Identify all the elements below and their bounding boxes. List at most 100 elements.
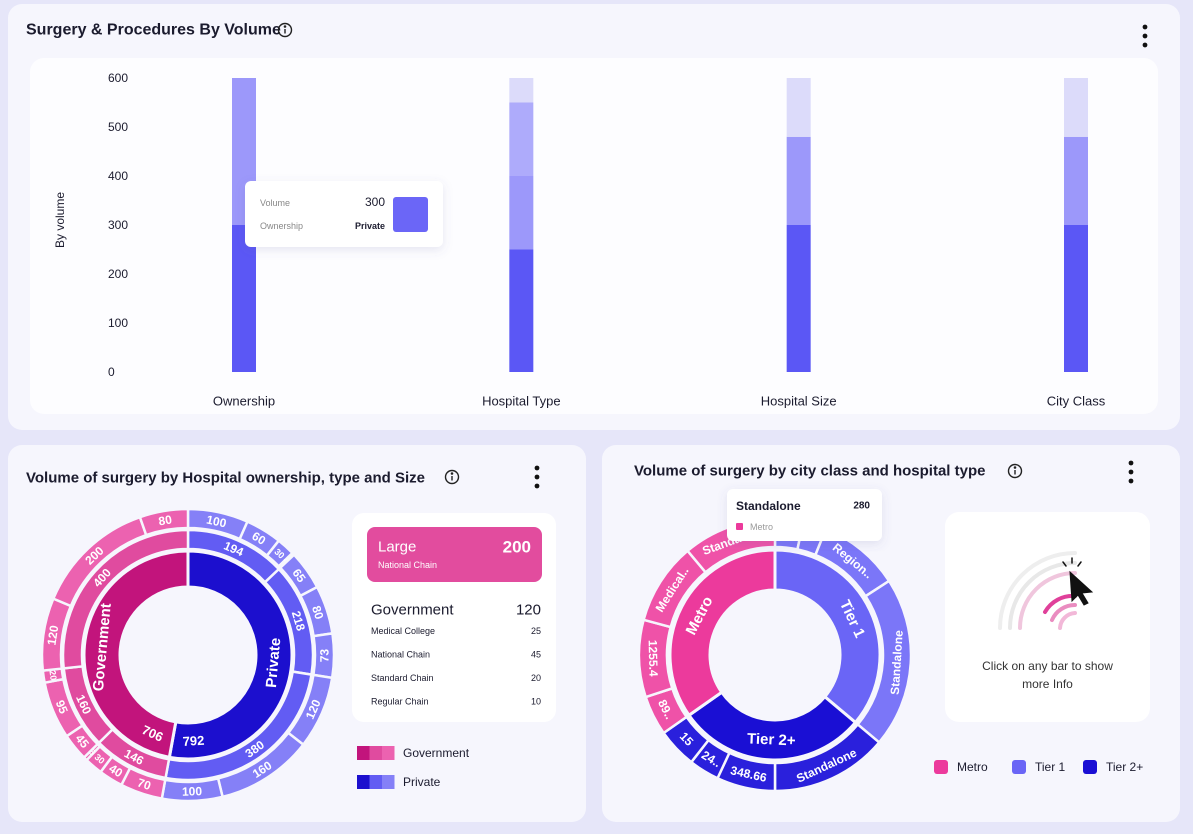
segment-label: 73 xyxy=(317,649,331,663)
detail-name: Large xyxy=(378,539,416,556)
plot-area xyxy=(30,58,1158,414)
y-tick-label: 200 xyxy=(108,267,128,281)
tooltip-name: Standalone xyxy=(736,499,801,513)
detail-value: 200 xyxy=(503,538,531,557)
legend xyxy=(357,746,395,789)
arc[interactable] xyxy=(167,549,294,761)
segment-label: 100 xyxy=(182,784,203,799)
panel-title: Surgery & Procedures By Volume xyxy=(26,22,281,39)
legend-swatch xyxy=(382,775,395,789)
tooltip-value: Private xyxy=(355,221,385,231)
hint-icon xyxy=(998,551,1094,630)
y-tick-label: 600 xyxy=(108,71,128,85)
segment-label: 120 xyxy=(45,624,62,646)
y-tick-label: 400 xyxy=(108,169,128,183)
segment-label: 1255.4 xyxy=(646,640,661,677)
segment-label: 95 xyxy=(53,698,71,716)
arc[interactable] xyxy=(686,690,858,762)
segment-label: Tier 2+ xyxy=(747,730,796,749)
legend-swatch xyxy=(1012,760,1026,774)
row-name: National Chain xyxy=(371,650,430,660)
legend-swatch xyxy=(934,760,948,774)
legend-swatch xyxy=(357,746,370,760)
info-icon[interactable] xyxy=(1007,463,1023,479)
y-tick-label: 500 xyxy=(108,120,128,134)
row-value: 10 xyxy=(531,697,541,707)
hint: Click on any bar to show more Info xyxy=(982,659,1113,691)
arc[interactable] xyxy=(61,528,190,670)
hint-card xyxy=(945,512,1150,722)
kebab-menu[interactable] xyxy=(534,465,540,489)
legend-label: Tier 1 xyxy=(1035,760,1066,774)
kebab-menu[interactable] xyxy=(1142,24,1148,48)
arc[interactable] xyxy=(773,548,882,725)
legend-label: Metro xyxy=(957,760,988,774)
detail-rows: Medical College 25 National Chain 45 Standar… xyxy=(371,626,541,707)
legend-swatch xyxy=(369,775,382,789)
segment-label: 100 xyxy=(205,513,228,531)
x-tick-label: Hospital Size xyxy=(761,394,837,409)
bar-segment[interactable] xyxy=(232,225,256,372)
legend-swatch xyxy=(1083,760,1097,774)
y-tick-label: 100 xyxy=(108,316,128,330)
bar-segment[interactable] xyxy=(786,225,811,372)
row-name: Medical College xyxy=(371,626,435,636)
y-tick-label: 0 xyxy=(108,365,115,379)
detail-header xyxy=(367,527,542,582)
legend-swatch xyxy=(382,746,395,760)
sunburst: Private792194100603042186580733801201601… xyxy=(40,507,336,803)
segment-label: 60 xyxy=(249,529,268,548)
row-value: 20 xyxy=(531,673,541,683)
kebab-menu[interactable] xyxy=(1128,460,1134,484)
legend-label: Tier 2+ xyxy=(1106,760,1143,774)
segment-label: Standalone xyxy=(888,629,906,695)
panel-title: Volume of surgery by Hospital ownership,… xyxy=(26,470,425,487)
info-icon[interactable] xyxy=(444,469,460,485)
segment-label: Private xyxy=(263,637,284,688)
segment-label: 30 xyxy=(93,752,107,766)
legend-label: Private xyxy=(403,775,441,789)
y-tick-label: 300 xyxy=(108,218,128,232)
group-name: Government xyxy=(371,602,454,619)
panel-title: Volume of surgery by city class and hosp… xyxy=(634,463,986,480)
segment-label: 218 xyxy=(289,609,308,633)
tooltip-group: Metro xyxy=(750,522,773,532)
arc[interactable] xyxy=(668,548,777,718)
segment-label: 6 xyxy=(87,747,98,758)
row-value: 25 xyxy=(531,626,541,636)
segment-label: 792 xyxy=(182,733,205,749)
arc[interactable] xyxy=(82,549,190,760)
segment-label: 80 xyxy=(309,604,327,621)
tooltip xyxy=(727,489,882,541)
bar-segment[interactable] xyxy=(509,176,534,250)
tooltip-label: Volume xyxy=(260,198,290,208)
bar-segment[interactable] xyxy=(509,78,534,103)
segment-label: 30 xyxy=(272,547,286,561)
bar-segment[interactable] xyxy=(786,78,811,137)
row-name: Standard Chain xyxy=(371,673,434,683)
arc[interactable] xyxy=(138,507,190,537)
tooltip-swatch xyxy=(736,523,743,530)
detail-sub: National Chain xyxy=(378,560,437,570)
bar-segment[interactable] xyxy=(509,102,534,177)
bar-segment[interactable] xyxy=(509,249,534,373)
legend-swatch xyxy=(357,775,370,789)
bar-segment[interactable] xyxy=(1064,78,1088,137)
group-value: 120 xyxy=(516,602,541,619)
bar-segment[interactable] xyxy=(1064,136,1088,225)
x-tick-label: Ownership xyxy=(213,394,275,409)
legend-label: Government xyxy=(403,746,470,760)
row-name: Regular Chain xyxy=(371,697,429,707)
segment-label: 20 xyxy=(47,670,58,681)
segment-label: 70 xyxy=(136,775,153,793)
info-icon[interactable] xyxy=(277,22,293,38)
tooltip-label: Ownership xyxy=(260,221,303,231)
legend-swatch xyxy=(369,746,382,760)
bar-segment[interactable] xyxy=(1064,225,1088,372)
tooltip-value: 300 xyxy=(365,195,385,209)
y-axis-label: By volume xyxy=(53,192,67,248)
tooltip-swatch xyxy=(393,197,428,232)
bar-segment[interactable] xyxy=(786,136,811,225)
